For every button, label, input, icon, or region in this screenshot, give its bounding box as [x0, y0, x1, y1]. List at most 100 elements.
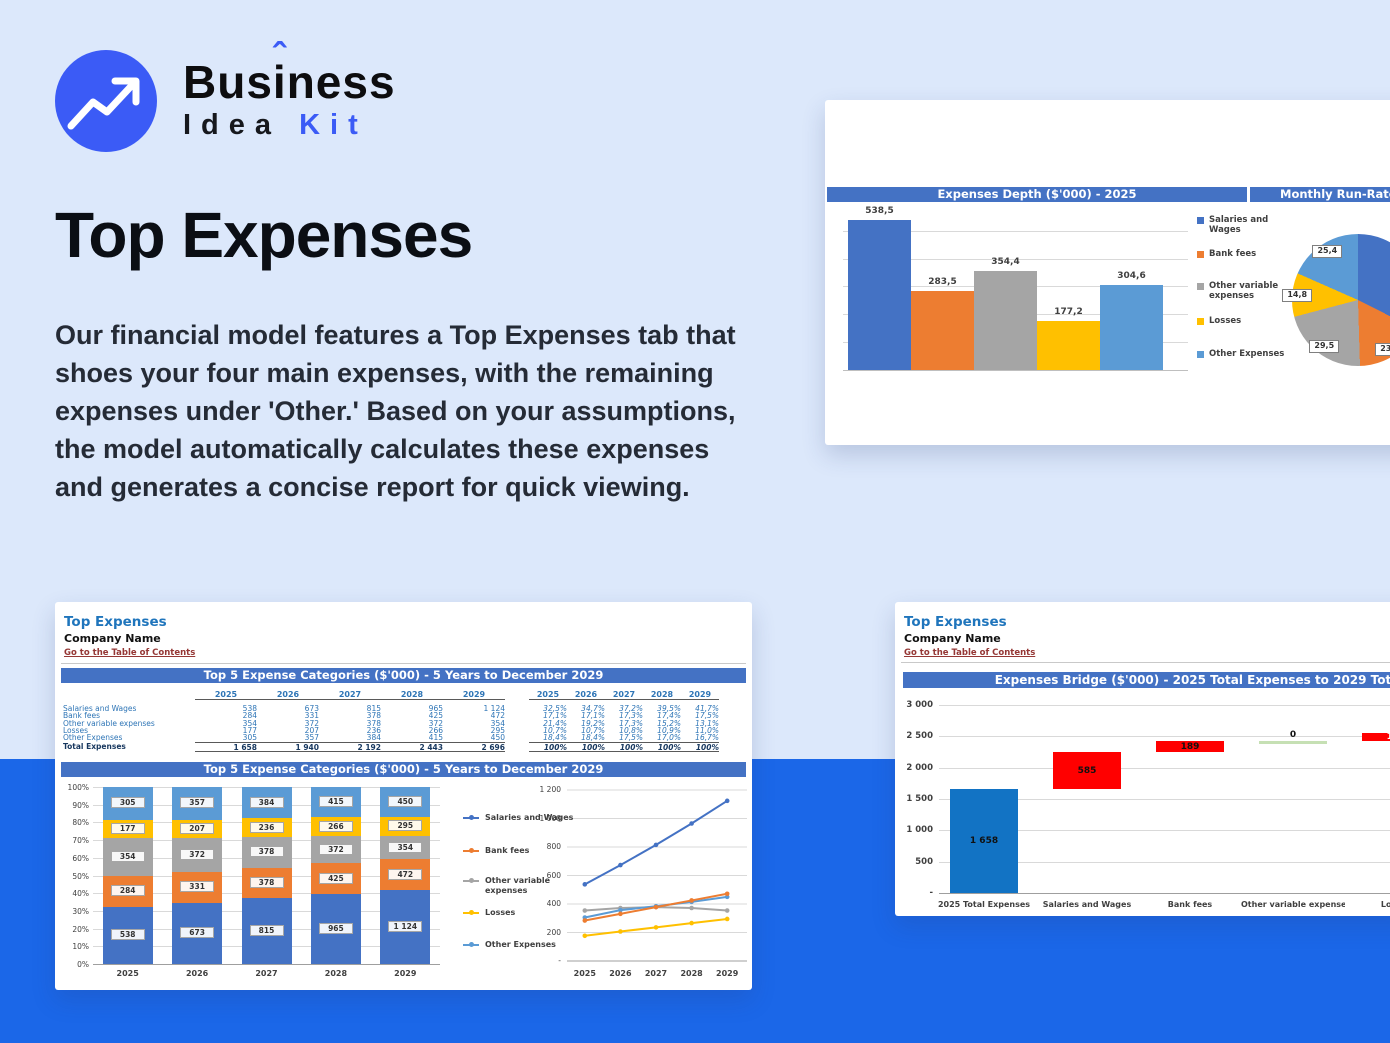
brand-text: Bus	[183, 56, 273, 108]
sheet-title: Top Expenses	[904, 614, 1007, 630]
axis-category-label: 2027	[644, 969, 668, 978]
waterfall-bar	[1053, 752, 1121, 790]
legend-item: Other Expenses	[1197, 349, 1292, 379]
axis-tick-label: 0%	[77, 960, 89, 969]
axis-tick-label: 2 500	[906, 731, 933, 742]
stack-value-label: 472	[388, 868, 423, 880]
stack-value-label: 295	[388, 820, 423, 832]
cell-percent: 32,5%	[543, 704, 567, 713]
axis-category-label: Other variable expenses	[1241, 900, 1345, 909]
bar-value-label: 1 658	[969, 836, 999, 847]
legend-item: Bank fees	[463, 846, 578, 874]
axis-tick-label: 600	[546, 870, 561, 880]
divider	[901, 662, 1390, 663]
cell-value: 207	[304, 725, 319, 735]
legend-item: Salaries and Wages	[463, 813, 578, 841]
stack-value-label: 357	[180, 797, 215, 809]
axis-tick-label: 2 000	[906, 762, 933, 773]
sheet-title: Top Expenses	[64, 614, 167, 630]
table-year-header: 2029	[681, 690, 719, 700]
stack-value-label: 378	[249, 846, 284, 858]
bar-value-label: 538,5	[865, 205, 894, 216]
cell-percent: 18,4%	[543, 733, 567, 743]
stack-value-label: 384	[249, 796, 284, 808]
legend-dot-marker	[469, 910, 474, 915]
brand-line2: Idea Kit	[183, 107, 396, 143]
legend-label: Other Expenses	[485, 940, 556, 949]
cell-percent: 15,2%	[657, 718, 681, 728]
cell-percent: 10,9%	[657, 725, 681, 735]
axis-tick-label: -	[929, 888, 933, 898]
axis-category-label: 2026	[609, 969, 632, 978]
stack-value-label: 372	[318, 843, 353, 855]
table-cell	[505, 742, 529, 752]
table-cell	[505, 720, 529, 727]
table-year-header: 2028	[381, 690, 443, 700]
cell-value: 1 124	[483, 704, 505, 713]
legend-label: Losses	[485, 908, 516, 917]
axis-category-label: 2025	[116, 969, 139, 978]
gridline	[939, 830, 1390, 832]
axis-tick-label: 100%	[67, 783, 89, 792]
row-label: Losses	[63, 725, 88, 735]
cell-value: 372	[428, 718, 443, 728]
cell-percent: 16,7%	[695, 733, 719, 743]
cell-percent: 100%	[605, 742, 643, 753]
cell-percent: 18,4%	[581, 733, 605, 743]
axis-tick-label: 800	[546, 842, 561, 851]
legend-item: Other variable expenses	[1197, 281, 1292, 311]
cell-value: 2 696	[443, 742, 505, 753]
stack-value-label: 284	[110, 885, 145, 897]
legend-label: Salaries and Wages	[1209, 215, 1269, 235]
legend-label: Other Expenses	[1209, 349, 1285, 359]
row-label: Bank fees	[63, 711, 100, 721]
legend-label: Other variable expenses	[485, 876, 551, 895]
legend-swatch	[1197, 318, 1204, 325]
pie-slice-label: 29,5	[1309, 340, 1340, 354]
table-cell	[505, 712, 529, 719]
gridline	[843, 230, 1188, 232]
trend-arrow-logo-icon	[55, 50, 157, 152]
stack-value-label: 378	[249, 876, 284, 888]
stack-value-label: 1 124	[388, 921, 423, 933]
legend-item: Salaries and Wages	[1197, 215, 1292, 245]
stack-value-label: 305	[110, 797, 145, 809]
cell-percent: 10,8%	[619, 725, 643, 735]
legend-swatch	[1197, 351, 1204, 358]
table-year-header: 2027	[605, 690, 643, 700]
brand-logo: Busi ˆ ness Idea Kit	[55, 36, 396, 152]
bar-value-label: 189	[1180, 741, 1200, 752]
axis-tick-label: 40%	[72, 889, 89, 899]
axis-category-label: 2028	[324, 969, 348, 978]
cell-percent: 37,2%	[619, 704, 643, 713]
cell-percent: 17,3%	[619, 711, 643, 721]
axis-tick-label: 3 000	[906, 699, 933, 710]
axis-tick-label: 50%	[72, 871, 89, 881]
chart-title-bar: Expenses Bridge ($'000) - 2025 Total Exp…	[903, 672, 1390, 688]
table-of-contents-link[interactable]: Go to the Table of Contents	[904, 648, 1036, 658]
table-of-contents-link[interactable]: Go to the Table of Contents	[64, 648, 196, 658]
legend-item: Bank fees	[1197, 249, 1292, 279]
bar	[974, 271, 1037, 370]
cell-percent: 17,1%	[581, 711, 605, 721]
axis-tick-label: 30%	[72, 906, 89, 916]
cell-value: 384	[366, 733, 381, 743]
axis-category-label: 2028	[680, 969, 703, 978]
stacked-bar-chart: 538 284 354 177 305 673 331 372 207 357 815 378 378 2…	[93, 787, 440, 965]
bar	[911, 291, 974, 370]
axis-tick-label: 80%	[72, 818, 89, 828]
waterfall-bar	[1259, 740, 1327, 744]
bar-value-label: 585	[1077, 765, 1097, 776]
axis-category-label: 2026	[185, 969, 209, 978]
axis-category-label: Salaries and Wages	[1042, 900, 1132, 909]
legend-label: Bank fees	[485, 846, 530, 855]
cell-value: 965	[428, 704, 443, 713]
table-year-header: 2029	[443, 690, 505, 700]
waterfall-bar	[1156, 740, 1224, 753]
cell-value: 295	[490, 725, 505, 735]
bar	[848, 219, 911, 370]
cell-percent: 41,7%	[695, 704, 719, 713]
chart-title-bar: Monthly Run-Rate ($'000	[1250, 187, 1390, 202]
charts-panel-card: Expenses Depth ($'000) - 2025 Monthly Ru…	[825, 100, 1390, 445]
